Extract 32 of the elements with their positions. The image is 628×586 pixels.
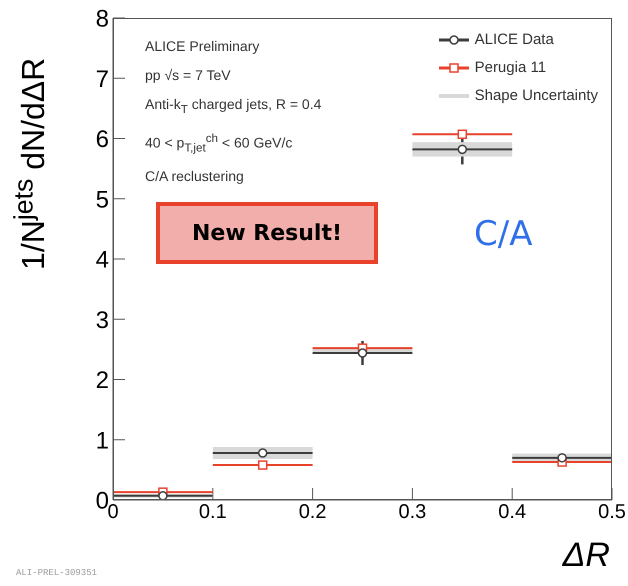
point xyxy=(258,448,268,458)
y-tick-label: 1 xyxy=(96,427,109,454)
y-tick-label: 7 xyxy=(96,66,109,93)
x-tick-label: 0.2 xyxy=(298,501,327,524)
x-tick-label: 0.4 xyxy=(498,501,526,524)
point xyxy=(158,491,168,500)
annotation: ALICE Preliminary xyxy=(145,37,260,56)
point xyxy=(358,348,368,358)
x-tick-label: 0.3 xyxy=(398,501,426,524)
point xyxy=(557,453,567,463)
label-box: New Result! xyxy=(156,202,378,264)
legend-label: Perugia 11 xyxy=(474,58,546,78)
y-tick-label: 4 xyxy=(96,246,109,274)
point xyxy=(458,130,468,140)
annotation: C/A reclustering xyxy=(145,167,245,186)
x-tick-label: 0.1 xyxy=(198,501,227,524)
annotation: Anti-k$_{T}$ charged jets, R = 0.4 xyxy=(145,95,322,118)
y-tick-label: 3 xyxy=(96,306,109,334)
text: ALI-PREL-309351 xyxy=(16,568,98,578)
point xyxy=(458,144,468,154)
annotation: pp √s = 7 TeV xyxy=(145,66,232,85)
y-tick-label: 5 xyxy=(96,186,109,214)
x-tick-label: 0.5 xyxy=(598,501,626,524)
y-tick-label: 8 xyxy=(96,6,109,33)
x-axis-title: ΔR xyxy=(562,536,610,575)
legend-label: Shape Uncertainty xyxy=(474,86,598,106)
legend-label: ALICE Data xyxy=(474,30,554,50)
annotation: C/A xyxy=(474,214,532,254)
annotation: 40 < p$_{T,jet}$$^{ch}$ < 60 GeV/c xyxy=(145,130,294,156)
y-tick-label: 6 xyxy=(96,126,109,154)
point xyxy=(258,460,268,470)
y-tick-label: 2 xyxy=(96,367,109,394)
